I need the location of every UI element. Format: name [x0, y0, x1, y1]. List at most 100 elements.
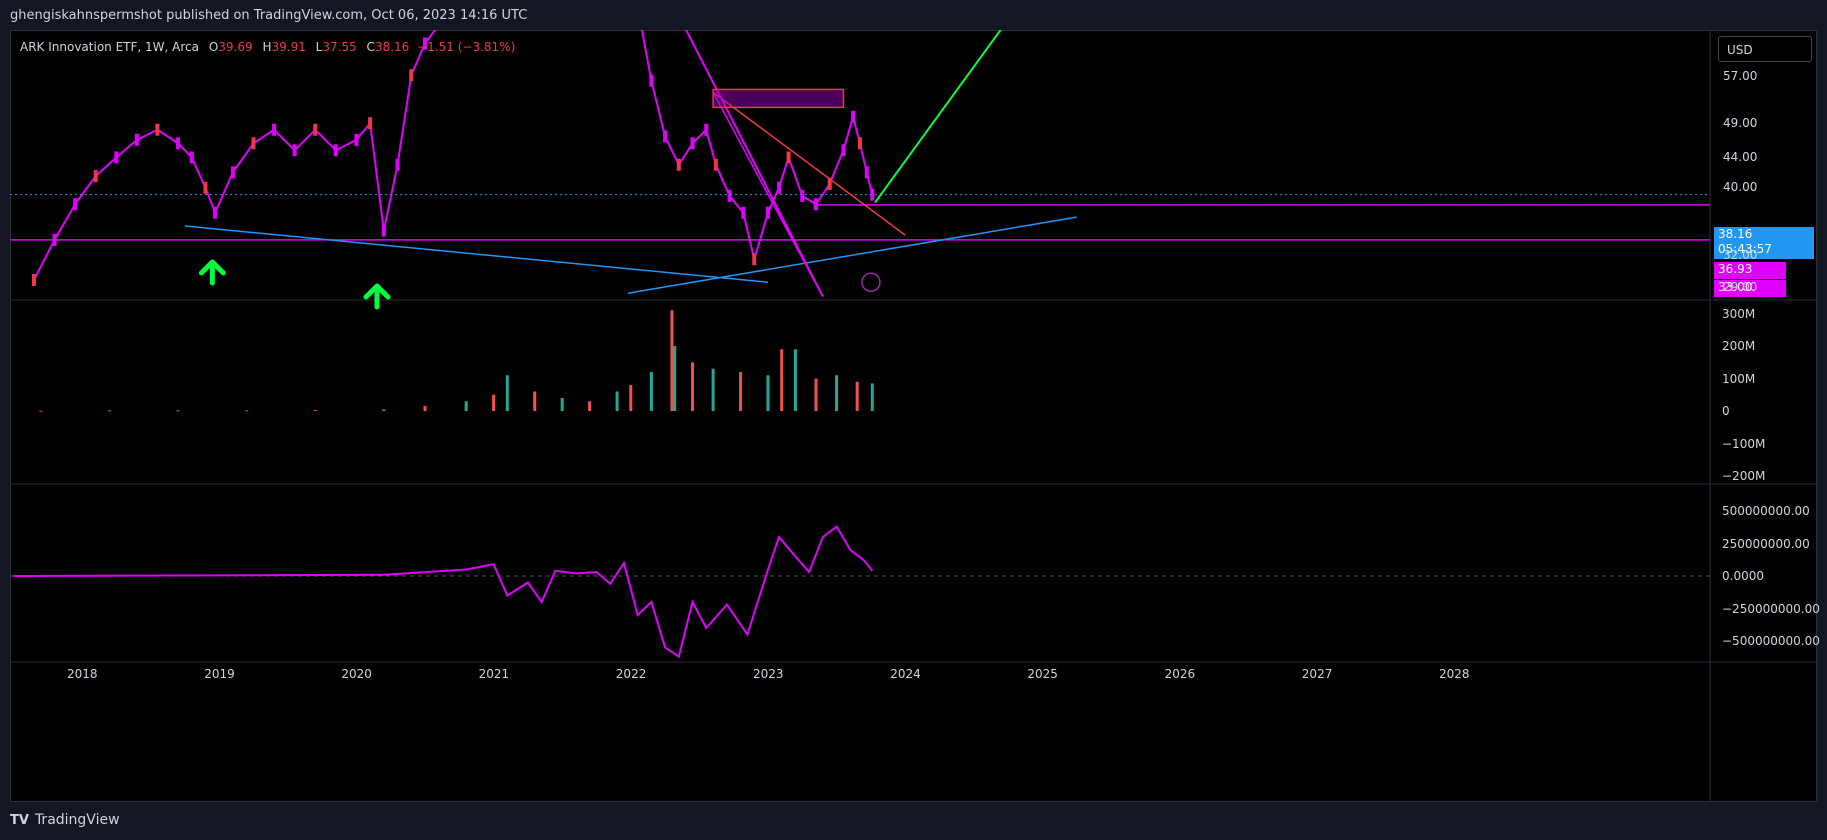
volume-bar — [176, 410, 180, 412]
price-axis-tick: 40.00 — [1723, 180, 1758, 194]
last-price-value: 38.16 — [1718, 227, 1753, 241]
projection-line — [874, 30, 1002, 204]
price-axis-tick: 44.00 — [1723, 150, 1758, 164]
price-candle — [230, 166, 235, 179]
volume-bar — [739, 372, 743, 411]
chart-canvas[interactable] — [10, 30, 1817, 802]
resistance-zone-rect — [712, 88, 845, 109]
oscillator-axis-tick: 0.0000 — [1722, 569, 1764, 583]
volume-bar — [835, 375, 839, 411]
price-candle — [368, 117, 373, 130]
grid-layer — [10, 30, 1817, 802]
price-candle — [827, 177, 832, 190]
volume-bar — [245, 410, 249, 412]
price-candle — [203, 181, 208, 194]
change-value: −1.51 (−3.81%) — [417, 40, 516, 54]
price-candle — [676, 158, 681, 171]
volume-bar — [423, 406, 427, 411]
volume-bar — [464, 401, 468, 411]
support-trendline — [184, 225, 769, 283]
price-candle — [704, 123, 709, 136]
volume-axis-tick: −200M — [1722, 469, 1766, 483]
price-candle — [381, 224, 386, 237]
price-candle — [114, 151, 119, 164]
price-candle — [741, 206, 746, 219]
volume-bar — [649, 372, 653, 411]
volume-layer — [39, 310, 874, 412]
high-label: H — [262, 40, 272, 54]
time-axis-tick: 2027 — [1301, 667, 1333, 681]
price-axis-tick: 57.00 — [1723, 69, 1758, 83]
price-candle — [800, 189, 805, 202]
price-candle — [857, 137, 862, 150]
price-candle — [851, 110, 856, 123]
header-bar: ghengiskahnspermshot published on Tradin… — [0, 0, 1827, 30]
chart-frame — [10, 30, 1817, 802]
price-candle — [409, 69, 414, 82]
volume-axis-tick: 300M — [1722, 307, 1756, 321]
time-axis-tick: 2021 — [478, 667, 510, 681]
volume-bar — [691, 362, 695, 411]
volume-bar — [814, 378, 818, 411]
price-candle — [189, 151, 194, 164]
oscillator-line — [13, 525, 874, 659]
time-axis-tick: 2023 — [753, 667, 784, 681]
symbol-legend[interactable]: ARK Innovation ETF, 1W, Arca O39.69 H39.… — [20, 40, 515, 54]
volume-bar — [870, 383, 874, 411]
up-arrow-icon — [198, 259, 226, 286]
price-candle — [313, 123, 318, 136]
volume-bar — [629, 385, 633, 411]
volume-bar — [382, 409, 386, 411]
bar-countdown: 05:43:57 — [1718, 242, 1772, 256]
volume-bar — [505, 375, 509, 411]
currency-selector[interactable]: USD — [1718, 36, 1812, 62]
price-candle — [292, 144, 297, 157]
oscillator-axis-tick: −250000000.00 — [1722, 602, 1820, 616]
time-axis-tick: 2026 — [1164, 667, 1196, 681]
price-candle — [93, 170, 98, 183]
price-candle — [649, 74, 654, 87]
price-candle — [727, 189, 732, 202]
volume-bar — [492, 394, 496, 411]
volume-bar — [670, 310, 674, 411]
price-candle — [776, 181, 781, 194]
low-label: L — [315, 40, 323, 54]
volume-bar — [533, 391, 537, 411]
volume-bar — [711, 368, 715, 411]
footer-logo-text: TradingView — [34, 812, 120, 828]
symbol-name[interactable]: ARK Innovation ETF, 1W, Arca — [20, 40, 199, 54]
magenta-trendline — [685, 30, 824, 298]
volume-bar — [793, 349, 797, 411]
volume-axis-tick: 200M — [1722, 339, 1756, 353]
price-candle — [766, 206, 770, 219]
price-candle — [176, 137, 181, 150]
volume-axis-tick: 0 — [1722, 404, 1730, 418]
price-candle — [134, 133, 139, 146]
price-series-layer — [31, 30, 875, 287]
oscillator-axis-tick: −500000000.00 — [1722, 634, 1820, 648]
published-info: ghengiskahnspermshot published on Tradin… — [10, 8, 528, 23]
time-axis-tick: 2024 — [890, 667, 921, 681]
price-candle — [864, 166, 869, 179]
price-candle — [423, 37, 427, 50]
volume-bar — [560, 398, 564, 411]
volume-bar — [588, 401, 592, 411]
price-candle — [272, 123, 277, 136]
up-arrow-icon — [363, 283, 391, 310]
volume-bar — [313, 410, 317, 412]
volume-bar — [766, 375, 770, 411]
close-value: 38.16 — [374, 40, 410, 54]
time-axis-tick: 2025 — [1027, 667, 1058, 681]
price-candle — [395, 158, 400, 171]
last-price-tag: 38.16 05:43:57 — [1714, 227, 1814, 259]
price-candle — [73, 198, 78, 211]
magenta-trendline-2 — [712, 92, 824, 297]
time-axis-tick: 2022 — [615, 667, 647, 681]
price-candle — [713, 158, 718, 171]
open-label: O — [208, 40, 219, 54]
footer: TV TradingView — [10, 812, 120, 828]
price-candle — [251, 137, 256, 150]
price-candle — [752, 253, 757, 266]
volume-bar — [107, 410, 111, 412]
level-tag-2: 33.00 — [1714, 280, 1786, 297]
